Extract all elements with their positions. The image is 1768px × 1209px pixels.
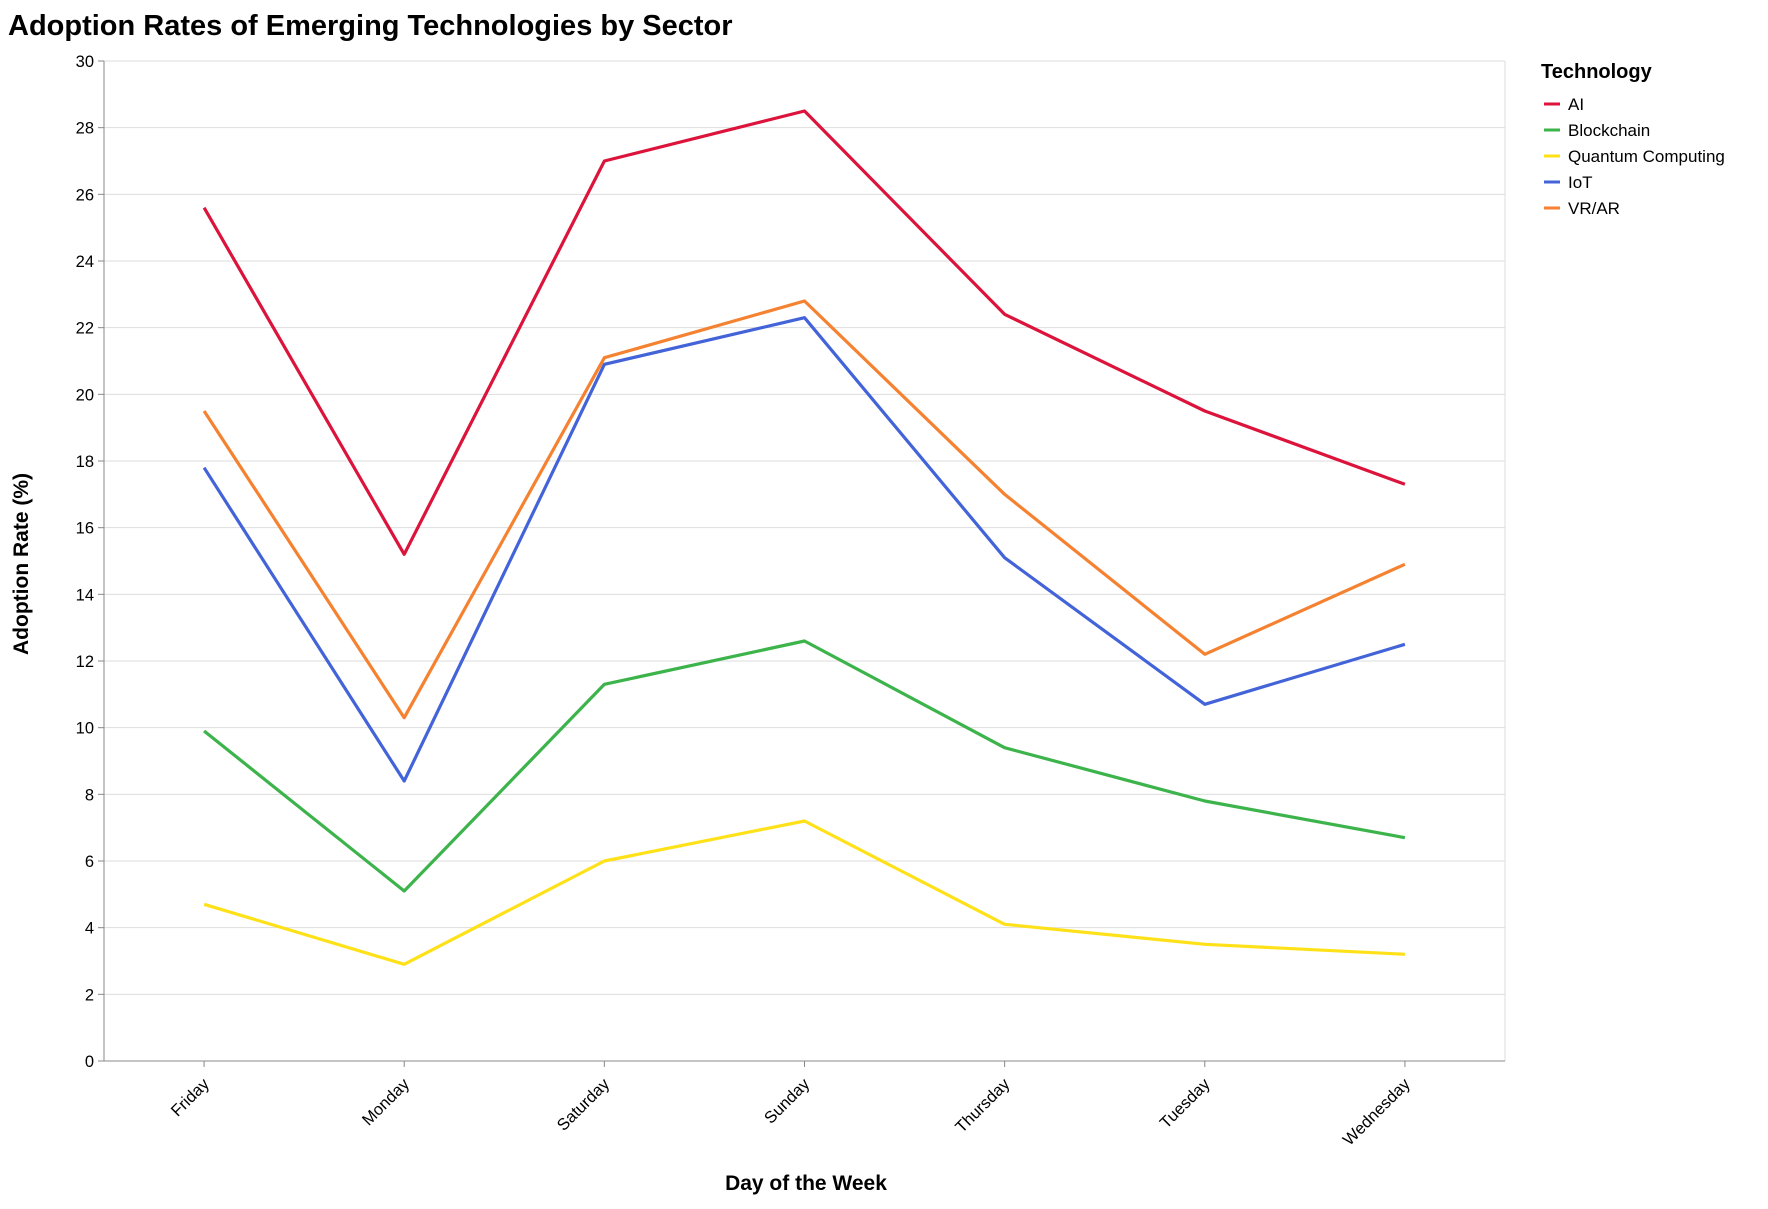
y-tick-label: 14: [76, 586, 94, 604]
y-tick-label: 10: [76, 720, 94, 738]
y-tick-label: 18: [76, 453, 94, 471]
legend-label: IoT: [1568, 173, 1593, 192]
legend-item: AI: [1544, 95, 1584, 114]
legend-label: AI: [1568, 95, 1584, 114]
legend-label: VR/AR: [1568, 199, 1620, 218]
series-lines: [202, 109, 1406, 966]
y-tick-label: 24: [76, 253, 94, 271]
y-tick-label: 6: [85, 853, 94, 871]
legend: Technology AI Blockchain Quantum Computing…: [1541, 61, 1725, 218]
y-tick-label: 20: [76, 386, 94, 404]
y-tick-label: 16: [76, 520, 94, 538]
series-line-quantum-computing: [203, 819, 1405, 966]
x-tick-label: Saturday: [554, 1075, 614, 1135]
y-tick-label: 30: [76, 53, 94, 71]
series-line-ai: [202, 109, 1406, 556]
gridlines: [104, 60, 1506, 1062]
legend-item: IoT: [1544, 173, 1593, 192]
x-tick-label: Thursday: [952, 1075, 1014, 1137]
legend-label: Quantum Computing: [1568, 147, 1725, 166]
series-line-iot: [202, 316, 1406, 783]
legend-item: Quantum Computing: [1544, 147, 1725, 166]
legend-item: Blockchain: [1544, 121, 1650, 140]
chart-title: Adoption Rates of Emerging Technologies …: [8, 10, 733, 42]
legend-label: Blockchain: [1568, 121, 1650, 140]
series-line-vr-ar: [202, 299, 1406, 720]
y-tick-label: 2: [85, 986, 94, 1004]
y-tick-label: 12: [76, 653, 94, 671]
y-tick-label: 22: [76, 320, 94, 338]
legend-item: VR/AR: [1544, 199, 1620, 218]
x-tick-label: Friday: [168, 1075, 214, 1121]
x-axis-title: Day of the Week: [725, 1172, 887, 1195]
x-tick-label: Wednesday: [1340, 1075, 1415, 1150]
series-line-blockchain: [203, 639, 1406, 893]
y-tick-label: 0: [85, 1053, 94, 1071]
legend-title: Technology: [1541, 61, 1653, 83]
y-tick-label: 26: [76, 186, 94, 204]
x-tick-label: Monday: [359, 1075, 414, 1130]
y-tick-label: 8: [85, 786, 94, 804]
y-tick-label: 4: [85, 920, 94, 938]
x-tick-label: Tuesday: [1157, 1075, 1215, 1133]
x-tick-label: Sunday: [761, 1075, 814, 1128]
y-tick-label: 28: [76, 120, 94, 138]
y-axis-title: Adoption Rate (%): [10, 473, 33, 655]
